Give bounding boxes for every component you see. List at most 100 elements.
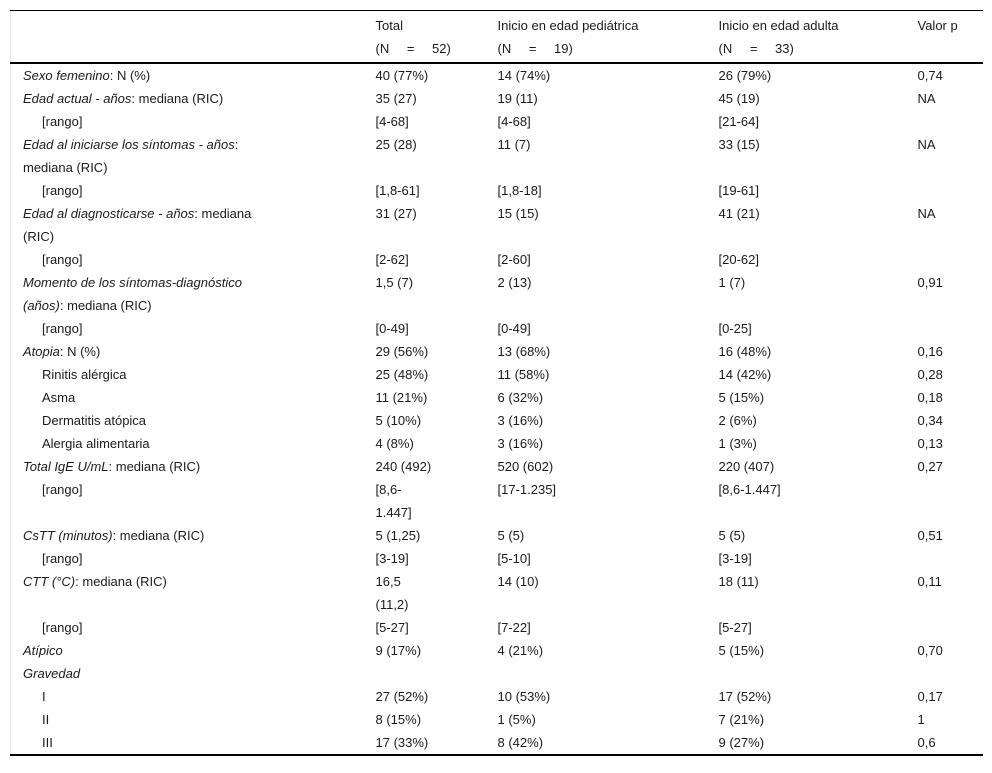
label-descriptor: [rango] bbox=[42, 114, 83, 129]
row-label-text: Rinitis alérgica bbox=[42, 363, 376, 386]
cell-adulta: 33 (15) bbox=[718, 137, 760, 152]
column-n-count: (N = 33) bbox=[718, 41, 794, 56]
cell-adulta: [21-64] bbox=[718, 114, 759, 129]
row-label: Edad al diagnosticarse - años: mediana (R… bbox=[11, 202, 376, 248]
row-label-text: [rango] bbox=[42, 616, 376, 639]
cell-adulta: 5 (5) bbox=[718, 528, 746, 543]
label-descriptor: : mediana (RIC) bbox=[112, 528, 205, 543]
cell-pediatrica: 15 (15) bbox=[497, 206, 539, 221]
row-label-text: Edad actual - años: mediana (RIC) bbox=[23, 87, 376, 110]
label-descriptor: [rango] bbox=[42, 183, 83, 198]
cell-pediatrica: 19 (11) bbox=[497, 91, 538, 106]
cell-adulta: 26 (79%) bbox=[718, 68, 772, 83]
cell-pediatrica: [4-68] bbox=[497, 114, 531, 129]
cell-adulta: [3-19] bbox=[718, 551, 752, 566]
cell-pediatrica: [0-49] bbox=[497, 321, 531, 336]
table-row-edad-inicio-sintomas: Edad al iniciarse los síntomas - años: me… bbox=[11, 133, 983, 179]
row-label-text: Atopia: N (%) bbox=[23, 340, 376, 363]
table-body: Sexo femenino: N (%) 40 (77%) 14 (74%) 26 (… bbox=[11, 63, 983, 755]
cell-total: 9 (17%) bbox=[375, 643, 422, 658]
label-descriptor: Rinitis alérgica bbox=[42, 367, 127, 382]
row-label: [rango] bbox=[11, 478, 376, 524]
table-row-gravedad-i: I 27 (52%) 10 (53%) 17 (52%) 0,17 bbox=[11, 685, 983, 708]
cell-pediatrica: 10 (53%) bbox=[497, 689, 551, 704]
column-header-valor-p: Valor p bbox=[917, 10, 983, 64]
row-label: Rinitis alérgica bbox=[11, 363, 376, 386]
label-descriptor: : mediana (RIC) bbox=[59, 298, 152, 313]
row-label: Atopia: N (%) bbox=[11, 340, 376, 363]
cell-valor-p: 0,28 bbox=[917, 367, 943, 382]
label-descriptor: : mediana (RIC) bbox=[108, 459, 201, 474]
label-variable-name: Atípico bbox=[23, 643, 63, 658]
cell-total: 31 (27) bbox=[375, 206, 417, 221]
label-descriptor: (RIC) bbox=[23, 229, 55, 244]
cell-pediatrica: 4 (21%) bbox=[497, 643, 544, 658]
table-row-dermatitis-atopica: Dermatitis atópica 5 (10%) 3 (16%) 2 (6%) 0,… bbox=[11, 409, 983, 432]
label-descriptor: : N (%) bbox=[59, 344, 101, 359]
clinical-characteristics-table-wrap: Total (N = 52) Inicio en edad pediátrica… bbox=[10, 10, 983, 756]
label-descriptor: Alergia alimentaria bbox=[42, 436, 150, 451]
table-row-alergia-alimentaria: Alergia alimentaria 4 (8%) 3 (16%) 1 (3%) 0,… bbox=[11, 432, 983, 455]
row-label: Gravedad bbox=[11, 662, 376, 685]
row-label: I bbox=[11, 685, 376, 708]
column-n-count: (N = 52) bbox=[375, 41, 451, 56]
row-label-text: [rango] bbox=[42, 110, 376, 133]
label-descriptor: : N (%) bbox=[109, 68, 151, 83]
cell-total: 4 (8%) bbox=[375, 436, 414, 451]
cell-adulta: 17 (52%) bbox=[718, 689, 772, 704]
row-label-text: Dermatitis atópica bbox=[42, 409, 376, 432]
cell-adulta: 9 (27%) bbox=[718, 735, 765, 750]
cell-pediatrica: 2 (13) bbox=[497, 275, 532, 290]
row-label: CsTT (minutos): mediana (RIC) bbox=[11, 524, 376, 547]
cell-pediatrica: 11 (58%) bbox=[497, 367, 550, 382]
row-label-text: I bbox=[42, 685, 376, 708]
label-variable-name: Atopia bbox=[23, 344, 60, 359]
label-variable-name: Momento de los síntomas-diagnóstico bbox=[23, 275, 242, 290]
label-variable-name: Edad actual - años bbox=[23, 91, 132, 106]
table-row-ctt: CTT (°C): mediana (RIC) 16,5 (11,2) 14 (10)… bbox=[11, 570, 983, 616]
cell-total: 8 (15%) bbox=[375, 712, 422, 727]
cell-pediatrica: 1 (5%) bbox=[497, 712, 536, 727]
cell-total: [2-62] bbox=[375, 252, 409, 267]
cell-total: 25 (28) bbox=[375, 137, 417, 152]
cell-adulta: 16 (48%) bbox=[718, 344, 772, 359]
label-descriptor: : bbox=[234, 137, 239, 152]
row-label: III bbox=[11, 731, 376, 755]
row-label: [rango] bbox=[11, 110, 376, 133]
row-label: CTT (°C): mediana (RIC) bbox=[11, 570, 376, 616]
label-descriptor: : mediana bbox=[194, 206, 252, 221]
row-label-text: CTT (°C): mediana (RIC) bbox=[23, 570, 376, 593]
row-label-text: Edad al iniciarse los síntomas - años: me… bbox=[23, 133, 376, 179]
table-header: Total (N = 52) Inicio en edad pediátrica… bbox=[10, 10, 983, 64]
column-title: Inicio en edad pediátrica bbox=[497, 18, 639, 33]
row-label: [rango] bbox=[11, 616, 376, 639]
cell-total: [1,8-61] bbox=[375, 183, 420, 198]
label-variable-name: (años) bbox=[23, 298, 60, 313]
table-row-asma: Asma 11 (21%) 6 (32%) 5 (15%) 0,18 bbox=[11, 386, 983, 409]
cell-valor-p bbox=[918, 616, 983, 639]
column-title: Inicio en edad adulta bbox=[718, 18, 839, 33]
cell-total: 1,5 (7) bbox=[375, 275, 414, 290]
table-row-rango-ige: [rango] [8,6- 1.447] [17-1.235] [8,6-1.447] bbox=[11, 478, 983, 524]
row-label: Alergia alimentaria bbox=[11, 432, 376, 455]
row-label-text: III bbox=[42, 731, 376, 754]
cell-total: 27 (52%) bbox=[375, 689, 429, 704]
cell-valor-p bbox=[918, 248, 983, 271]
cell-adulta: 45 (19) bbox=[718, 91, 760, 106]
cell-total: [5-27] bbox=[375, 620, 409, 635]
row-label: Edad al iniciarse los síntomas - años: me… bbox=[11, 133, 376, 179]
header-row: Total (N = 52) Inicio en edad pediátrica… bbox=[10, 10, 983, 64]
table-row-rango-momento: [rango] [0-49] [0-49] [0-25] bbox=[11, 317, 983, 340]
cell-valor-p: 0,13 bbox=[917, 436, 943, 451]
cell-adulta: 5 (15%) bbox=[718, 390, 765, 405]
cell-pediatrica: 14 (10) bbox=[497, 574, 539, 589]
cell-pediatrica: 6 (32%) bbox=[497, 390, 544, 405]
label-variable-name: Sexo femenino bbox=[23, 68, 110, 83]
cell-pediatrica bbox=[498, 662, 719, 685]
cell-adulta: 2 (6%) bbox=[718, 413, 757, 428]
cell-total: 35 (27) bbox=[375, 91, 417, 106]
cell-pediatrica: [2-60] bbox=[497, 252, 531, 267]
cell-valor-p: 0,11 bbox=[917, 574, 942, 589]
cell-valor-p: 0,34 bbox=[917, 413, 943, 428]
column-title: Valor p bbox=[917, 18, 958, 33]
